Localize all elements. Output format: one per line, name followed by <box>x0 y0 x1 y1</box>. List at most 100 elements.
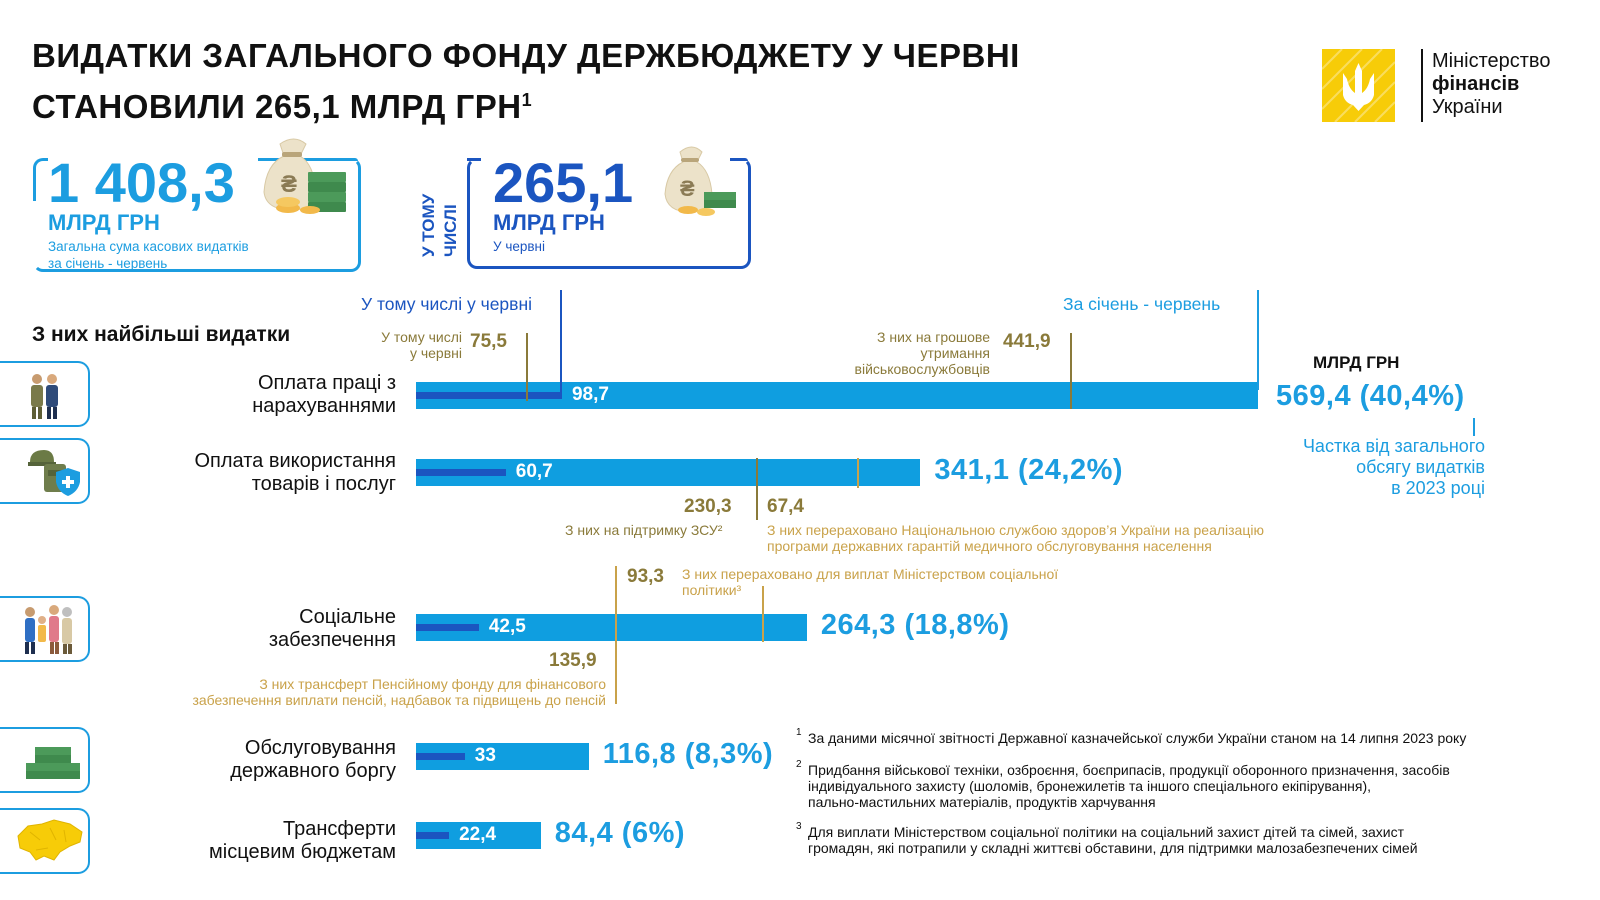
ann-goods-nszu-value: 67,4 <box>767 496 804 517</box>
ann-goods-nszu-text-line-2: програми державних гарантій медичного об… <box>767 538 1212 554</box>
row-label-wages: Оплата праці з нарахуваннями <box>96 372 396 418</box>
row-label-goods-line-2: товарів і послуг <box>251 473 396 495</box>
svg-text:₴: ₴ <box>281 171 297 198</box>
ann-wages-military-text: З них на грошове утримання військовослуж… <box>800 329 990 377</box>
ministry-name-line-1: Міністерство <box>1432 50 1551 72</box>
share-note-line-3: в 2023 році <box>1391 478 1485 498</box>
money-stacks-icon <box>0 727 90 793</box>
bar-debt <box>416 743 589 770</box>
june-header-line <box>560 290 562 398</box>
ann-social-pension-text-line-2: забезпечення виплати пенсій, надбавок та… <box>192 692 606 708</box>
ann-wages-june-text-line-2: у червні <box>409 345 462 361</box>
ann-wages-military-text-line-2: утримання <box>920 345 990 361</box>
ministry-name-line-3: України <box>1432 96 1503 118</box>
title-line-1: ВИДАТКИ ЗАГАЛЬНОГО ФОНДУ ДЕРЖБЮДЖЕТУ У Ч… <box>32 37 1020 74</box>
vertical-label: У ТОМУ ЧИСЛІ <box>410 165 466 265</box>
row-label-goods: Оплата використання товарів і послуг <box>96 450 396 496</box>
ann-social-pension-text: З них трансферт Пенсійному фонду для фін… <box>120 676 606 708</box>
total-caption-line-1: Загальна сума касових видатків <box>48 239 249 254</box>
ann-social-ministry-text-line-1: З них перераховано для виплат Міністерст… <box>682 566 1059 582</box>
june-value-social: 42,5 <box>488 616 526 637</box>
footnote-2-line-1: Придбання військової техніки, озброєння,… <box>808 762 1450 778</box>
total-caption-line-2: за січень - червень <box>48 256 168 271</box>
bar-transfers <box>416 822 541 849</box>
ann-goods-zsu-text: З них на підтримку ЗСУ² <box>565 522 723 538</box>
footnote-3-line-1: Для виплати Міністерством соціальної пол… <box>808 824 1405 840</box>
june-unit: МЛРД ГРН <box>493 210 605 235</box>
share-note-line-2: обсягу видатків <box>1356 457 1485 477</box>
footnote-2-line-3: пально-мастильних матеріалів, продуктів … <box>808 794 1156 810</box>
row-label-transfers-line-1: Трансферти <box>283 818 396 840</box>
total-card-corner <box>33 158 48 201</box>
row-label-social-line-1: Соціальне <box>299 606 396 628</box>
bar-social <box>416 614 807 641</box>
total-card-top-edge <box>258 158 358 161</box>
row-label-goods-line-1: Оплата використання <box>194 450 396 472</box>
row-label-social-line-2: забезпечення <box>268 629 396 651</box>
footnote-3-num: 3 <box>796 821 802 832</box>
section-title: З них найбільші видатки <box>32 323 291 346</box>
money-bag-icon: ₴ <box>258 134 350 216</box>
header-june: У тому числі у червні <box>361 294 533 314</box>
total-card-frame <box>33 158 361 272</box>
footnote-3-text: Для виплати Міністерством соціальної пол… <box>808 824 1548 856</box>
june-bar-transfers <box>416 832 450 839</box>
bar-goods <box>416 459 921 486</box>
total-unit: МЛРД ГРН <box>48 210 160 235</box>
june-bar-debt <box>416 753 465 760</box>
total-value-goods: 341,1 (24,2%) <box>934 454 1124 486</box>
june-value-transfers: 22,4 <box>459 824 497 845</box>
family-icon <box>0 596 90 662</box>
ann-wages-june-value: 75,5 <box>470 331 507 352</box>
total-value: 1 408,3 <box>48 151 235 214</box>
header-ytd: За січень - червень <box>1063 294 1221 314</box>
title-line-2-text: СТАНОВИЛИ 265,1 МЛРД ГРН <box>32 88 522 125</box>
ann-social-ministry-value: 93,3 <box>627 566 664 587</box>
vertical-label-line-1: У ТОМУ <box>419 193 438 257</box>
page-title: ВИДАТКИ ЗАГАЛЬНОГО ФОНДУ ДЕРЖБЮДЖЕТУ У Ч… <box>32 34 1020 129</box>
footnote-1-line-1: За даними місячної звітності Державної к… <box>808 730 1467 746</box>
ann-goods-nszu-line <box>857 458 859 488</box>
footnote-2-line-2: індивідуального захисту (шоломів, бронеж… <box>808 778 1372 794</box>
june-value-wages: 98,7 <box>571 384 609 405</box>
ann-wages-june-line <box>526 333 528 401</box>
june-card-top-left <box>467 158 481 161</box>
ann-social-pension-text-line-1: З них трансферт Пенсійному фонду для фін… <box>259 676 606 692</box>
ann-wages-military-value: 441,9 <box>1003 331 1051 352</box>
total-value-transfers: 84,4 (6%) <box>554 817 686 849</box>
ann-wages-military-line <box>1070 333 1072 409</box>
ann-social-ministry-text-line-2: політики³ <box>682 582 742 598</box>
june-value-goods: 60,7 <box>515 461 553 482</box>
footnote-2-text: Придбання військової техніки, озброєння,… <box>808 762 1548 810</box>
june-value-debt: 33 <box>474 745 496 766</box>
footnote-1-num: 1 <box>796 727 802 738</box>
ann-wages-june-text: У тому числі у червні <box>330 329 462 361</box>
title-footnote-mark: 1 <box>521 90 533 110</box>
ministry-name: Міністерство фінансів України <box>1432 50 1550 119</box>
ytd-header-line <box>1257 290 1259 390</box>
people-military-icon <box>0 361 90 427</box>
row-label-social: Соціальне забезпечення <box>96 606 396 652</box>
ann-goods-nszu-text: З них перераховано Національною службою … <box>767 522 1264 554</box>
row-label-debt-line-1: Обслуговування <box>244 737 396 759</box>
ministry-name-line-2: фінансів <box>1432 73 1520 95</box>
logo-divider <box>1421 49 1423 122</box>
footnote-1-text: За даними місячної звітності Державної к… <box>808 730 1548 746</box>
unit-label: МЛРД ГРН <box>1313 353 1400 372</box>
bar-wages <box>416 382 1258 409</box>
ann-social-pension-line <box>615 566 617 704</box>
ann-goods-nszu-text-line-1: З них перераховано Національною службою … <box>767 522 1264 538</box>
money-bag-small-icon: ₴ <box>660 142 740 218</box>
ministry-emblem-icon <box>1321 48 1396 123</box>
share-note: Частка від загального обсягу видатків в … <box>1265 436 1485 499</box>
row-label-wages-line-2: нарахуваннями <box>252 395 396 417</box>
june-card-frame <box>467 158 751 269</box>
title-line-2: СТАНОВИЛИ 265,1 МЛРД ГРН1 <box>32 78 1020 129</box>
june-card-top-right <box>730 158 748 161</box>
ann-social-pension-value: 135,9 <box>549 650 597 671</box>
ann-wages-military-text-line-3: військовослужбовців <box>854 361 990 377</box>
row-label-transfers: Трансферти місцевим бюджетам <box>96 818 396 864</box>
june-bar-goods <box>416 469 506 476</box>
ann-goods-zsu-value: 230,3 <box>684 496 732 517</box>
june-bar-wages <box>416 392 562 399</box>
